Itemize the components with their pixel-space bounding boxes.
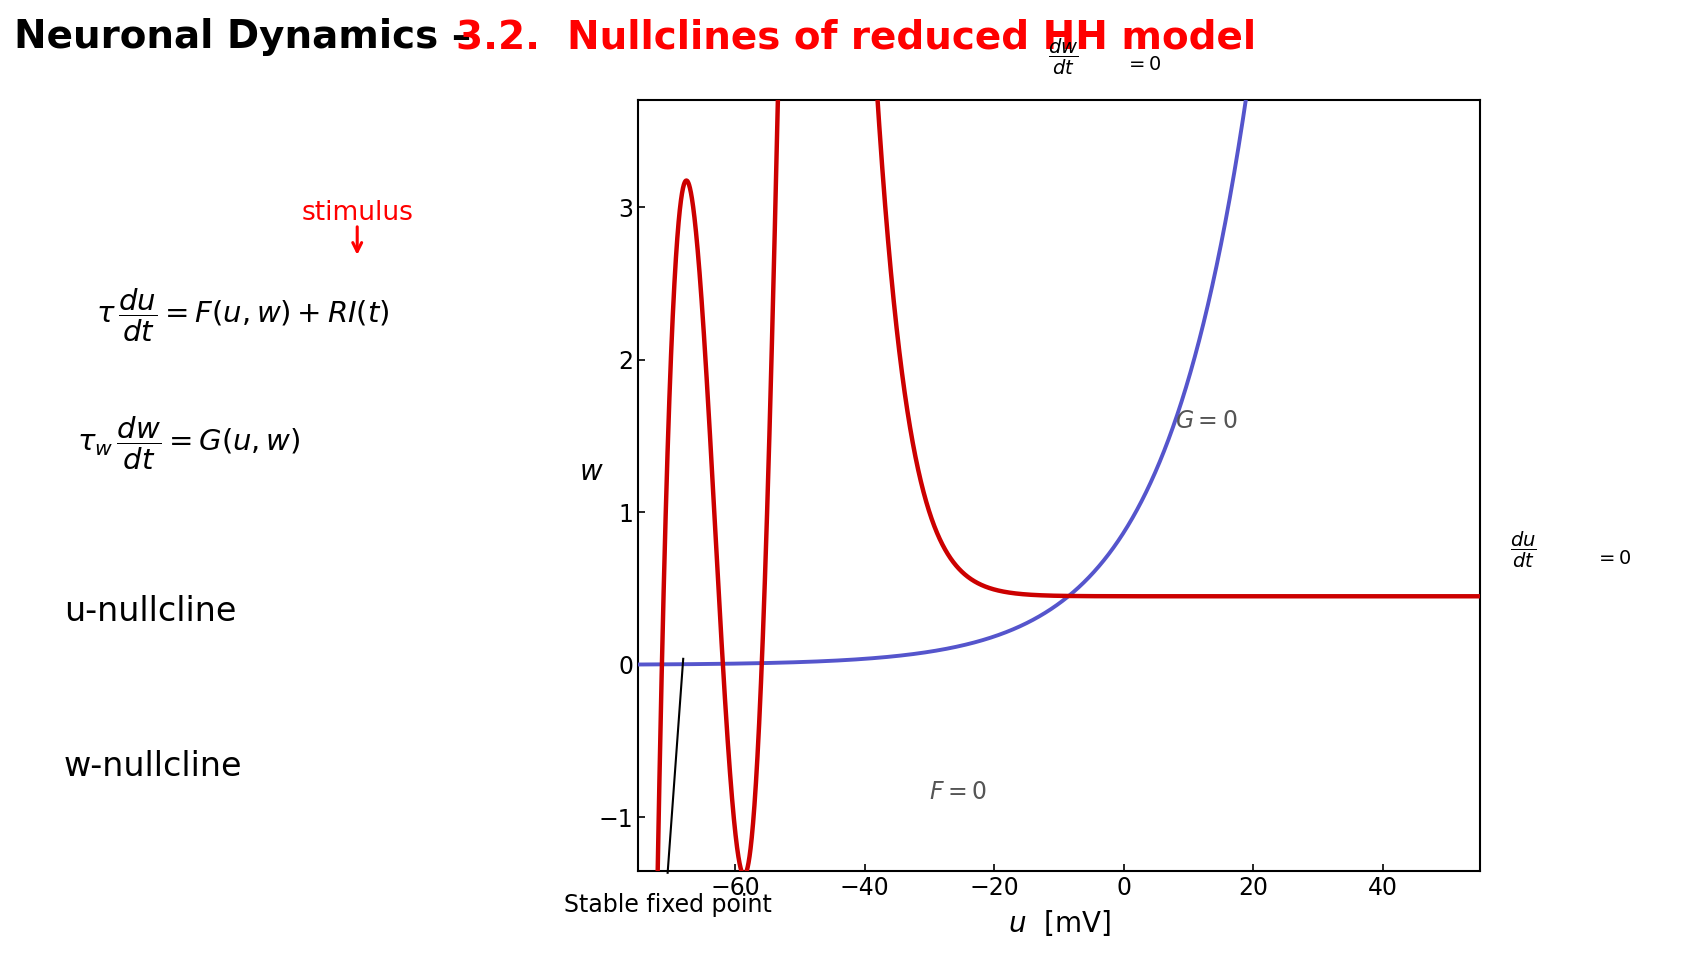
- Text: u-nullcline: u-nullcline: [65, 595, 236, 628]
- Text: $F = 0$: $F = 0$: [929, 780, 987, 804]
- Text: $G = 0$: $G = 0$: [1175, 410, 1238, 434]
- Text: w-nullcline: w-nullcline: [65, 750, 242, 783]
- Text: $= 0$: $= 0$: [1126, 55, 1162, 74]
- Text: Stable fixed point: Stable fixed point: [563, 893, 772, 918]
- Text: stimulus: stimulus: [301, 200, 413, 227]
- Text: $\dfrac{du}{dt}$: $\dfrac{du}{dt}$: [1510, 530, 1536, 570]
- Text: $\tau_{w}\,\dfrac{dw}{dt} = G(u,w)$: $\tau_{w}\,\dfrac{dw}{dt} = G(u,w)$: [77, 415, 299, 472]
- Text: 3.2.  Nullclines of reduced HH model: 3.2. Nullclines of reduced HH model: [456, 18, 1255, 56]
- Text: Neuronal Dynamics –: Neuronal Dynamics –: [14, 18, 485, 56]
- Text: $\dfrac{dw}{dt}$: $\dfrac{dw}{dt}$: [1048, 36, 1078, 77]
- Y-axis label: $w$: $w$: [580, 457, 604, 485]
- Text: $= 0$: $= 0$: [1596, 549, 1631, 568]
- X-axis label: $u$  [mV]: $u$ [mV]: [1007, 908, 1111, 938]
- Text: $\tau\,\dfrac{du}{dt} = F(u,w) + RI(t)$: $\tau\,\dfrac{du}{dt} = F(u,w) + RI(t)$: [95, 287, 390, 344]
